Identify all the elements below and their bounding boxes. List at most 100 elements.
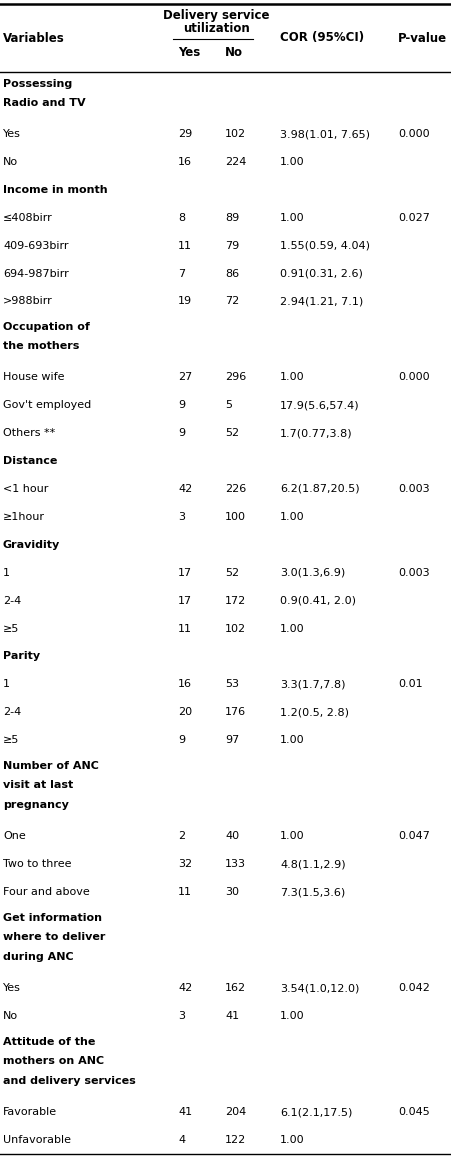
Text: 102: 102 <box>225 623 246 633</box>
Text: 296: 296 <box>225 373 246 382</box>
Text: 0.9(0.41, 2.0): 0.9(0.41, 2.0) <box>279 595 355 606</box>
Text: 1.00: 1.00 <box>279 1135 304 1145</box>
Text: utilization: utilization <box>183 22 249 36</box>
Text: >988birr: >988birr <box>3 296 53 307</box>
Text: 17: 17 <box>178 567 192 578</box>
Text: 3.3(1.7,7.8): 3.3(1.7,7.8) <box>279 680 345 689</box>
Text: 89: 89 <box>225 213 239 222</box>
Text: 3.0(1.3,6.9): 3.0(1.3,6.9) <box>279 567 345 578</box>
Text: 29: 29 <box>178 129 192 139</box>
Text: One: One <box>3 831 26 841</box>
Text: Yes: Yes <box>178 45 200 59</box>
Text: No: No <box>3 156 18 167</box>
Text: 0.042: 0.042 <box>397 983 429 994</box>
Text: 162: 162 <box>225 983 246 994</box>
Text: 17: 17 <box>178 595 192 606</box>
Text: ≥5: ≥5 <box>3 623 19 633</box>
Text: 6.1(2.1,17.5): 6.1(2.1,17.5) <box>279 1107 352 1117</box>
Text: Radio and TV: Radio and TV <box>3 97 85 108</box>
Text: 1.00: 1.00 <box>279 623 304 633</box>
Text: 53: 53 <box>225 680 239 689</box>
Text: 1.00: 1.00 <box>279 735 304 745</box>
Text: 694-987birr: 694-987birr <box>3 269 69 279</box>
Text: 19: 19 <box>178 296 192 307</box>
Text: No: No <box>3 1011 18 1021</box>
Text: mothers on ANC: mothers on ANC <box>3 1056 104 1067</box>
Text: 1.2(0.5, 2.8): 1.2(0.5, 2.8) <box>279 708 348 717</box>
Text: 2-4: 2-4 <box>3 595 21 606</box>
Text: 30: 30 <box>225 887 239 897</box>
Text: 8: 8 <box>178 213 185 222</box>
Text: 1.55(0.59, 4.04): 1.55(0.59, 4.04) <box>279 241 369 250</box>
Text: 2: 2 <box>178 831 185 841</box>
Text: 0.003: 0.003 <box>397 567 428 578</box>
Text: 27: 27 <box>178 373 192 382</box>
Text: 0.000: 0.000 <box>397 373 428 382</box>
Text: 4: 4 <box>178 1135 185 1145</box>
Text: pregnancy: pregnancy <box>3 800 69 809</box>
Text: House wife: House wife <box>3 373 64 382</box>
Text: 0.027: 0.027 <box>397 213 429 222</box>
Text: Favorable: Favorable <box>3 1107 57 1117</box>
Text: Possessing: Possessing <box>3 79 72 88</box>
Text: 226: 226 <box>225 484 246 494</box>
Text: 9: 9 <box>178 401 185 410</box>
Text: 72: 72 <box>225 296 239 307</box>
Text: 17.9(5.6,57.4): 17.9(5.6,57.4) <box>279 401 359 410</box>
Text: where to deliver: where to deliver <box>3 932 105 943</box>
Text: 122: 122 <box>225 1135 246 1145</box>
Text: 86: 86 <box>225 269 239 279</box>
Text: visit at last: visit at last <box>3 780 73 790</box>
Text: Variables: Variables <box>3 31 64 44</box>
Text: Yes: Yes <box>3 129 21 139</box>
Text: 16: 16 <box>178 156 192 167</box>
Text: 79: 79 <box>225 241 239 250</box>
Text: 41: 41 <box>225 1011 239 1021</box>
Text: 204: 204 <box>225 1107 246 1117</box>
Text: 1.00: 1.00 <box>279 1011 304 1021</box>
Text: the mothers: the mothers <box>3 342 79 351</box>
Text: 176: 176 <box>225 708 246 717</box>
Text: ≥5: ≥5 <box>3 735 19 745</box>
Text: Yes: Yes <box>3 983 21 994</box>
Text: 41: 41 <box>178 1107 192 1117</box>
Text: Others **: Others ** <box>3 428 55 438</box>
Text: and delivery services: and delivery services <box>3 1076 135 1086</box>
Text: COR (95%CI): COR (95%CI) <box>279 31 364 44</box>
Text: 1.00: 1.00 <box>279 213 304 222</box>
Text: 224: 224 <box>225 156 246 167</box>
Text: Get information: Get information <box>3 913 102 923</box>
Text: 7: 7 <box>178 269 185 279</box>
Text: <1 hour: <1 hour <box>3 484 48 494</box>
Text: 11: 11 <box>178 241 192 250</box>
Text: 0.000: 0.000 <box>397 129 428 139</box>
Text: Gov't employed: Gov't employed <box>3 401 91 410</box>
Text: 42: 42 <box>178 983 192 994</box>
Text: 102: 102 <box>225 129 246 139</box>
Text: 7.3(1.5,3.6): 7.3(1.5,3.6) <box>279 887 345 897</box>
Text: 9: 9 <box>178 428 185 438</box>
Text: 100: 100 <box>225 512 245 522</box>
Text: Distance: Distance <box>3 456 57 466</box>
Text: 172: 172 <box>225 595 246 606</box>
Text: 16: 16 <box>178 680 192 689</box>
Text: during ANC: during ANC <box>3 952 74 961</box>
Text: 0.01: 0.01 <box>397 680 422 689</box>
Text: 9: 9 <box>178 735 185 745</box>
Text: 1: 1 <box>3 680 10 689</box>
Text: 0.91(0.31, 2.6): 0.91(0.31, 2.6) <box>279 269 362 279</box>
Text: 409-693birr: 409-693birr <box>3 241 69 250</box>
Text: 52: 52 <box>225 428 239 438</box>
Text: ≤408birr: ≤408birr <box>3 213 53 222</box>
Text: Delivery service: Delivery service <box>163 9 269 22</box>
Text: Unfavorable: Unfavorable <box>3 1135 71 1145</box>
Text: Four and above: Four and above <box>3 887 90 897</box>
Text: 0.003: 0.003 <box>397 484 428 494</box>
Text: 133: 133 <box>225 859 245 870</box>
Text: 2-4: 2-4 <box>3 708 21 717</box>
Text: 3: 3 <box>178 1011 184 1021</box>
Text: 0.045: 0.045 <box>397 1107 429 1117</box>
Text: 1.00: 1.00 <box>279 373 304 382</box>
Text: 3.54(1.0,12.0): 3.54(1.0,12.0) <box>279 983 359 994</box>
Text: 42: 42 <box>178 484 192 494</box>
